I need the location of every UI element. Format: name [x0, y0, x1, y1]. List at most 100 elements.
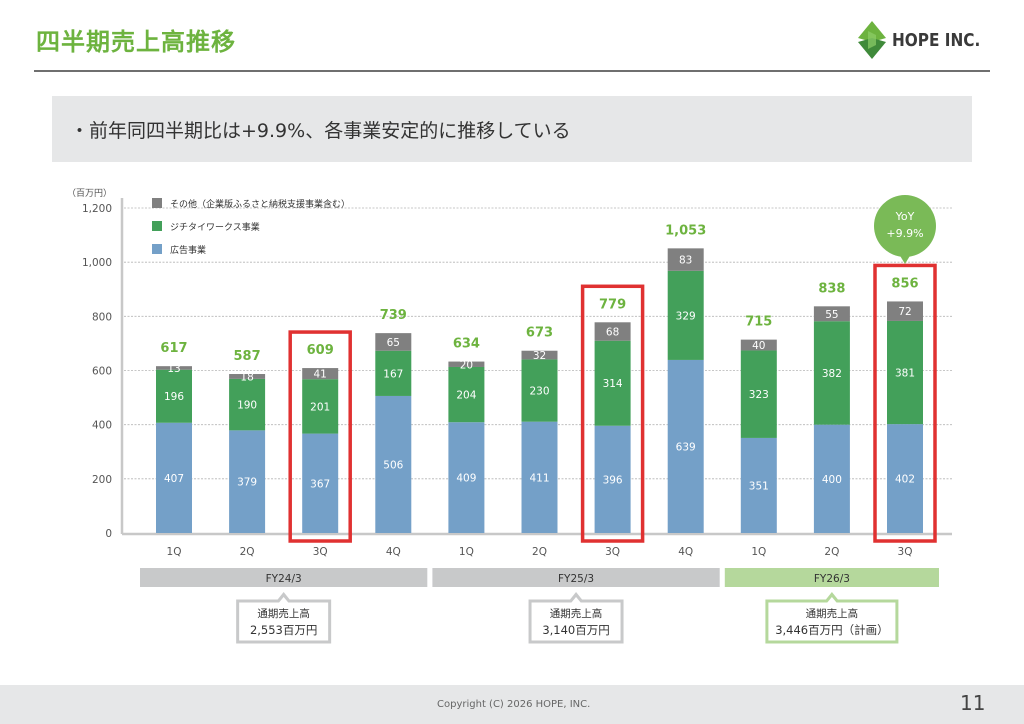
bar-value-label: 402	[895, 474, 915, 486]
footer: Copyright (C) 2026 HOPE, INC. 11	[0, 685, 1024, 724]
x-tick-label: 3Q	[898, 546, 913, 558]
annual-sales-title: 通期売上高	[257, 607, 310, 620]
bar-segment	[448, 422, 485, 533]
highlight-box	[873, 263, 937, 543]
bar-segment	[594, 340, 631, 426]
bar-total-label: 856	[891, 276, 918, 291]
yoy-bubble-pointer	[899, 254, 911, 264]
bar-value-label: 329	[676, 310, 696, 322]
bar-segment	[740, 350, 777, 438]
bar-total-label: 617	[160, 341, 187, 356]
fiscal-year-label: FY24/3	[266, 573, 302, 585]
bar-value-label: 411	[529, 472, 549, 484]
bar-total-label: 739	[380, 308, 407, 323]
fiscal-year-label: FY26/3	[814, 573, 850, 585]
bar-segment	[521, 421, 558, 533]
annual-sales-callout	[765, 599, 899, 644]
bar-segment	[448, 366, 485, 423]
bar-segment	[667, 248, 704, 271]
bar-total-label: 609	[307, 343, 334, 358]
legend-label: ジチタイワークス事業	[170, 221, 260, 233]
summary-text: ・前年同四半期比は+9.9%、各事業安定的に推移している	[70, 120, 571, 142]
bar-value-label: 409	[456, 473, 476, 485]
bar-value-label: 72	[898, 306, 911, 318]
bar-segment	[302, 433, 339, 533]
yoy-bubble	[874, 195, 936, 257]
bar-value-label: 230	[529, 386, 549, 398]
bar-value-label: 55	[825, 309, 838, 321]
bar-segment	[302, 379, 339, 434]
title-divider	[34, 70, 990, 72]
bar-segment	[740, 437, 777, 533]
bar-value-label: 40	[752, 340, 765, 352]
fiscal-year-bar	[432, 568, 720, 587]
highlight-box	[288, 330, 352, 543]
bar-segment	[375, 395, 412, 533]
bar-value-label: 13	[167, 363, 180, 375]
bar-segment	[740, 339, 777, 351]
bar-value-label: 351	[749, 480, 769, 492]
bar-total-label: 779	[599, 297, 626, 312]
x-tick-label: 1Q	[167, 546, 182, 558]
fiscal-year-bar	[140, 568, 428, 587]
bar-segment	[813, 424, 850, 533]
bar-value-label: 506	[383, 459, 403, 471]
legend-label: その他（企業版ふるさと納税支援事業含む）	[170, 198, 350, 210]
bar-segment	[229, 378, 266, 431]
x-tick-label: 2Q	[240, 546, 255, 558]
callout-pointer-inner	[278, 597, 289, 603]
bar-segment	[813, 306, 850, 322]
bar-segment	[594, 425, 631, 533]
bar-segment	[156, 369, 192, 423]
company-logo: HOPE INC.	[858, 20, 996, 60]
bar-segment	[302, 368, 339, 380]
y-tick-label: 600	[92, 366, 112, 378]
legend-swatch	[152, 244, 162, 254]
bar-value-label: 167	[383, 368, 403, 380]
y-tick-label: 0	[105, 528, 112, 540]
bar-value-label: 323	[749, 389, 769, 401]
bar-total-label: 715	[745, 315, 772, 330]
y-unit-label: （百万円）	[67, 188, 112, 199]
annual-sales-value: 2,553百万円	[250, 623, 317, 637]
page-title: 四半期売上高推移	[36, 28, 236, 56]
bar-segment	[887, 320, 923, 425]
copyright-text: Copyright (C) 2026 HOPE, INC.	[437, 699, 591, 710]
bar-value-label: 400	[822, 474, 842, 486]
yoy-label: YoY	[895, 210, 915, 223]
x-tick-label: 1Q	[459, 546, 474, 558]
fiscal-year-bar	[724, 568, 939, 587]
bar-segment	[887, 301, 923, 321]
bar-value-label: 204	[456, 390, 476, 402]
summary-box: ・前年同四半期比は+9.9%、各事業安定的に推移している	[52, 96, 972, 162]
bar-value-label: 18	[240, 371, 253, 383]
legend-label: 広告事業	[170, 244, 206, 256]
annual-sales-title: 通期売上高	[550, 607, 603, 620]
bar-value-label: 41	[314, 369, 327, 381]
bar-value-label: 379	[237, 477, 257, 489]
bar-value-label: 20	[460, 359, 473, 371]
legend-swatch	[152, 221, 162, 231]
x-tick-label: 4Q	[386, 546, 401, 558]
bar-value-label: 367	[310, 478, 330, 490]
bar-value-label: 65	[387, 337, 400, 349]
bar-value-label: 639	[676, 441, 696, 453]
fiscal-year-label: FY25/3	[558, 573, 594, 585]
bar-segment	[229, 430, 266, 533]
bar-segment	[156, 366, 192, 370]
y-tick-label: 800	[92, 311, 112, 323]
bar-total-label: 838	[818, 281, 845, 296]
x-tick-label: 2Q	[824, 546, 839, 558]
bar-segment	[667, 359, 704, 533]
bar-segment	[594, 322, 631, 341]
page-number: 11	[960, 691, 986, 715]
bar-value-label: 68	[606, 327, 619, 339]
y-tick-label: 400	[92, 420, 112, 432]
bar-value-label: 381	[895, 368, 915, 380]
bar-segment	[813, 321, 850, 425]
bar-segment	[375, 333, 412, 351]
legend-swatch	[152, 198, 162, 208]
annual-sales-title: 通期売上高	[806, 607, 859, 620]
callout-pointer-inner	[571, 597, 582, 603]
